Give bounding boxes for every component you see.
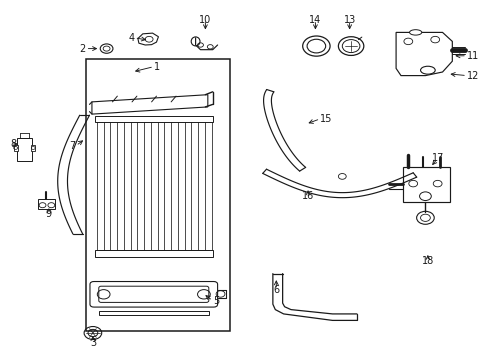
Text: 10: 10: [199, 15, 211, 25]
Text: 4: 4: [128, 33, 134, 43]
Polygon shape: [395, 32, 451, 76]
Text: 16: 16: [301, 191, 314, 201]
Text: 14: 14: [308, 15, 321, 25]
Text: 7: 7: [69, 141, 76, 151]
Ellipse shape: [420, 66, 434, 74]
Text: 13: 13: [343, 15, 355, 25]
Text: 3: 3: [90, 338, 96, 348]
Text: 15: 15: [320, 114, 332, 124]
Bar: [85, 59, 229, 331]
FancyBboxPatch shape: [99, 286, 208, 302]
Text: 9: 9: [46, 209, 52, 219]
Text: 17: 17: [430, 153, 443, 163]
Text: 6: 6: [273, 285, 279, 295]
Text: 8: 8: [11, 139, 17, 149]
Bar: [99, 311, 208, 315]
Bar: [17, 138, 32, 161]
Bar: [14, 145, 18, 151]
Bar: [31, 145, 35, 151]
Ellipse shape: [409, 30, 421, 35]
Bar: [95, 116, 213, 122]
Bar: [403, 167, 449, 202]
Text: 1: 1: [154, 62, 160, 72]
Bar: [95, 250, 213, 257]
FancyBboxPatch shape: [90, 282, 217, 307]
Text: 18: 18: [421, 256, 433, 266]
Bar: [38, 199, 55, 209]
Text: 2: 2: [79, 44, 85, 54]
Polygon shape: [92, 95, 207, 114]
Text: 12: 12: [466, 71, 478, 81]
Text: 11: 11: [466, 51, 478, 61]
Polygon shape: [138, 33, 158, 45]
Text: 5: 5: [212, 296, 219, 306]
